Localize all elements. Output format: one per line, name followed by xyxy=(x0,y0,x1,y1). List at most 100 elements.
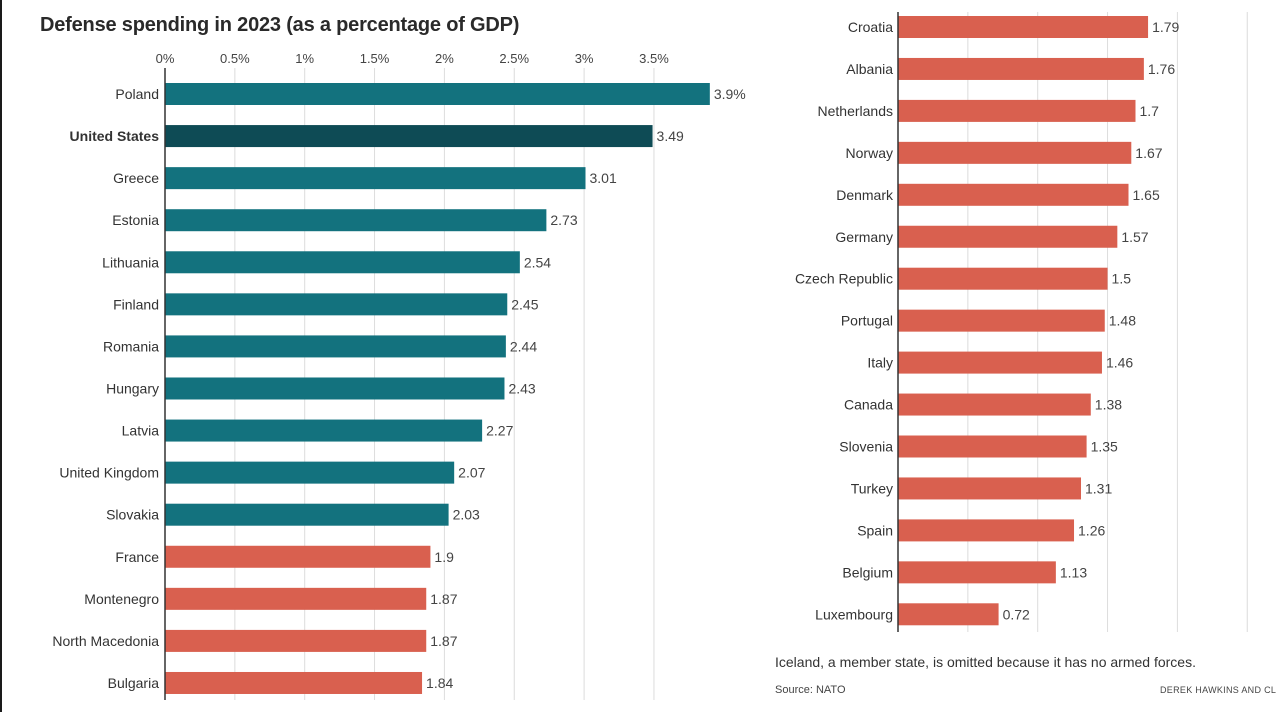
bar xyxy=(898,99,1136,122)
source-label: Source: NATO xyxy=(775,684,846,696)
data-label: 2.73 xyxy=(550,212,577,228)
x-tick-label: 3% xyxy=(575,51,594,66)
data-label: 0.72 xyxy=(1003,606,1030,622)
data-label: 2.07 xyxy=(458,465,485,481)
bar xyxy=(898,225,1118,248)
data-label: 1.65 xyxy=(1133,187,1160,203)
bar xyxy=(165,125,653,148)
category-label: Italy xyxy=(867,355,893,371)
bar xyxy=(898,477,1082,500)
data-label: 2.45 xyxy=(511,296,538,312)
category-label: Greece xyxy=(113,170,159,186)
category-label: Lithuania xyxy=(102,254,159,270)
bar xyxy=(165,209,547,232)
bar xyxy=(898,309,1105,332)
data-label: 1.57 xyxy=(1121,229,1148,245)
data-label: 1.48 xyxy=(1109,313,1136,329)
x-tick-label: 3.5% xyxy=(639,51,669,66)
bar xyxy=(165,587,427,610)
category-label: Estonia xyxy=(112,212,159,228)
data-label: 1.13 xyxy=(1060,564,1087,580)
category-label: Portugal xyxy=(841,313,893,329)
data-label: 1.79 xyxy=(1152,19,1179,35)
x-tick-label: 2% xyxy=(435,51,454,66)
bar xyxy=(165,545,431,568)
category-label: Germany xyxy=(835,229,893,245)
bar xyxy=(165,335,506,358)
bar xyxy=(898,57,1144,80)
data-label: 2.27 xyxy=(486,423,513,439)
data-label: 3.01 xyxy=(589,170,616,186)
category-label: North Macedonia xyxy=(52,633,159,649)
data-label: 1.84 xyxy=(426,675,453,691)
category-label: Croatia xyxy=(848,19,893,35)
bar xyxy=(898,435,1087,458)
category-label: United Kingdom xyxy=(59,465,159,481)
category-label: Romania xyxy=(103,338,159,354)
category-label: France xyxy=(115,549,159,565)
x-tick-label: 0.5% xyxy=(220,51,250,66)
data-label: 1.76 xyxy=(1148,61,1175,77)
x-tick-label: 0% xyxy=(156,51,175,66)
category-label: Luxembourg xyxy=(815,606,893,622)
bar xyxy=(898,16,1149,38)
x-tick-label: 2.5% xyxy=(499,51,529,66)
footnote: Iceland, a member state, is omitted beca… xyxy=(775,654,1196,670)
data-label: 1.5 xyxy=(1112,271,1132,287)
bar xyxy=(898,561,1056,584)
data-label: 2.44 xyxy=(510,338,537,354)
data-label: 1.87 xyxy=(430,633,457,649)
category-label: Belgium xyxy=(842,564,893,580)
category-label: Bulgaria xyxy=(108,675,160,691)
bar xyxy=(165,461,455,484)
chart-title: Defense spending in 2023 (as a percentag… xyxy=(40,14,520,36)
data-label: 1.9 xyxy=(434,549,454,565)
category-label: Turkey xyxy=(851,480,893,496)
category-label: Latvia xyxy=(122,423,160,439)
data-label: 2.03 xyxy=(453,507,480,523)
category-label: Slovenia xyxy=(839,439,893,455)
bar xyxy=(165,293,508,316)
bar xyxy=(898,519,1075,542)
category-label: Norway xyxy=(846,145,893,161)
bar xyxy=(898,603,999,626)
data-label: 1.38 xyxy=(1095,397,1122,413)
window-edge xyxy=(0,0,2,712)
data-label: 3.9% xyxy=(714,86,746,102)
bar xyxy=(165,377,505,400)
data-label: 1.67 xyxy=(1135,145,1162,161)
data-label: 2.43 xyxy=(508,380,535,396)
bar xyxy=(898,393,1091,416)
category-label: Denmark xyxy=(836,187,894,203)
category-label: Poland xyxy=(115,86,159,102)
bar xyxy=(165,629,427,652)
bar xyxy=(165,671,423,694)
bar xyxy=(898,183,1129,206)
category-label: Canada xyxy=(844,397,893,413)
category-label: Netherlands xyxy=(818,103,894,119)
credit-label: DEREK HAWKINS AND CL xyxy=(1160,685,1277,695)
bar xyxy=(165,251,520,274)
category-label: Hungary xyxy=(106,380,159,396)
data-label: 1.87 xyxy=(430,591,457,607)
bar xyxy=(165,167,586,190)
bar xyxy=(898,141,1132,164)
bar xyxy=(165,83,710,105)
data-label: 1.7 xyxy=(1139,103,1159,119)
bar xyxy=(165,503,449,526)
data-label: 2.54 xyxy=(524,254,551,270)
category-label: Czech Republic xyxy=(795,271,893,287)
category-label: Finland xyxy=(113,296,159,312)
category-label: Montenegro xyxy=(84,591,159,607)
x-tick-label: 1.5% xyxy=(360,51,390,66)
x-tick-label: 1% xyxy=(295,51,314,66)
data-label: 3.49 xyxy=(657,128,684,144)
bar xyxy=(165,419,483,442)
category-label: Albania xyxy=(846,61,893,77)
bar xyxy=(898,267,1108,290)
category-label: Spain xyxy=(857,522,893,538)
data-label: 1.35 xyxy=(1091,439,1118,455)
category-label: Slovakia xyxy=(106,507,159,523)
category-label: United States xyxy=(70,128,160,144)
